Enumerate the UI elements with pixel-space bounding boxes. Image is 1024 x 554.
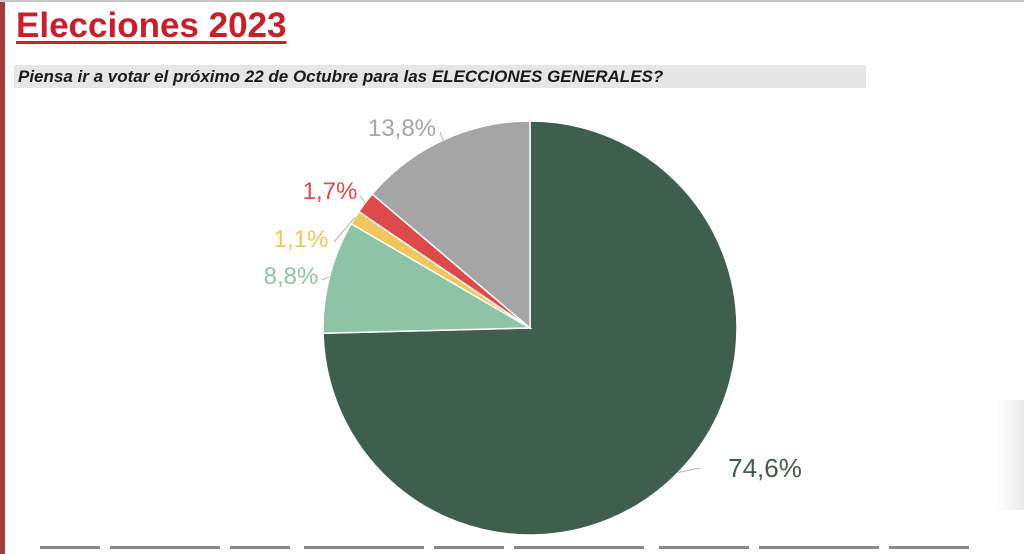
slice-label-3: 1,7% — [303, 178, 358, 205]
pie-slice-4 — [371, 120, 531, 330]
survey-question: Piensa ir a votar el próximo 22 de Octub… — [18, 67, 664, 86]
left-accent-rule — [0, 0, 5, 554]
leader-line-1 — [321, 276, 330, 281]
question-banner: Piensa ir a votar el próximo 22 de Octub… — [14, 65, 866, 88]
slice-label-4: 13,8% — [368, 115, 436, 142]
slice-label-0: 74,6% — [728, 453, 802, 483]
top-divider — [0, 0, 1024, 2]
slice-label-1: 8,8% — [264, 263, 319, 290]
leader-line-2 — [333, 217, 356, 243]
leader-line-4 — [439, 131, 444, 141]
legend-cropped — [40, 546, 1024, 554]
slice-label-2: 1,1% — [274, 226, 329, 253]
page-title: Elecciones 2023 — [16, 6, 287, 45]
leader-line-0 — [678, 467, 701, 474]
leader-line-3 — [359, 195, 366, 203]
edge-shadow — [996, 400, 1024, 510]
